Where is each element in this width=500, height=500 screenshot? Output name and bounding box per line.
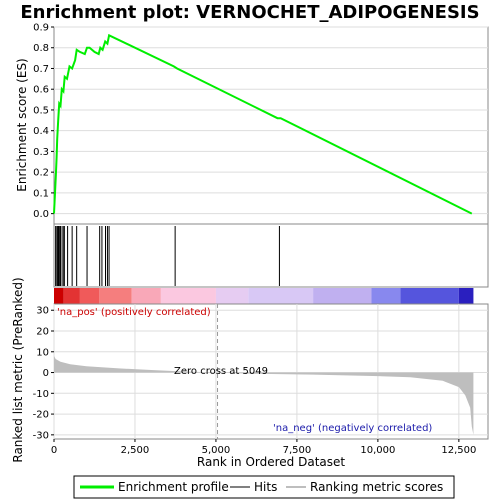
metric-tick-label: 20 (36, 327, 49, 338)
legend-box (73, 475, 455, 499)
hit-lines (55, 226, 280, 286)
color-bar-segment (400, 288, 459, 304)
metric-panel: -30 -20 -10 0 10 20 30 0 2,500 5,000 7,500 10,000 1… (11, 277, 489, 469)
ranking-metric-area (54, 355, 474, 435)
color-bar-segment (313, 288, 372, 304)
enrichment-profile-line (53, 33, 473, 215)
x-tick-label: 12,500 (441, 445, 476, 456)
color-bar-segment (371, 288, 401, 304)
color-bar-segment (248, 288, 314, 304)
x-tick-label: 5,000 (202, 445, 231, 456)
es-tick-label: 0.2 (33, 168, 49, 179)
legend-hits-label: Hits (254, 480, 277, 494)
legend: Enrichment profile Hits Ranking metric s… (73, 475, 455, 499)
color-bar-segment (131, 288, 161, 304)
color-bar-segment (160, 288, 216, 304)
es-gridlines (54, 26, 488, 215)
color-bar-segment (79, 288, 100, 304)
negative-correlation-label: 'na_neg' (negatively correlated) (273, 423, 432, 434)
es-tick-label: 0.1 (33, 188, 49, 199)
color-bar-segment (215, 288, 249, 304)
x-tick-label: 2,500 (121, 445, 150, 456)
x-tick-label: 10,000 (360, 445, 395, 456)
metric-tick-label: -30 (33, 430, 49, 441)
zero-cross-label: Zero cross at 5049 (174, 366, 268, 377)
metric-y-axis-label: Ranked list metric (PreRanked) (11, 277, 25, 462)
es-tick-label: 0.5 (33, 105, 49, 116)
metric-y-ticks: -30 -20 -10 0 10 20 30 (33, 306, 54, 441)
hits-frame (53, 223, 489, 288)
metric-gridlines (53, 304, 488, 439)
es-tick-label: 0.3 (33, 147, 49, 158)
x-axis-label: Rank in Ordered Dataset (197, 455, 345, 469)
legend-metric-label: Ranking metric scores (310, 480, 443, 494)
es-tick-label: 0.0 (33, 209, 49, 220)
positive-correlation-label: 'na_pos' (positively correlated) (57, 307, 211, 318)
ranking-color-bar (54, 288, 474, 304)
es-tick-label: 0.8 (33, 43, 49, 54)
color-bar-segment (63, 288, 80, 304)
es-y-axis-label: Enrichment score (ES) (15, 58, 29, 191)
x-axis-ticks: 0 2,500 5,000 7,500 10,000 12,500 (51, 439, 476, 456)
color-bar-segment (99, 288, 132, 304)
es-plot-frame (53, 26, 489, 225)
metric-tick-label: 0 (43, 368, 49, 379)
es-panel: 0.0 0.1 0.2 0.3 0.4 0.5 0.6 0.7 0.8 0.9 Enrichmen… (15, 23, 489, 225)
legend-enrichment-label: Enrichment profile (118, 480, 229, 494)
es-y-ticks: 0.0 0.1 0.2 0.3 0.4 0.5 0.6 0.7 0.8 0.9 (33, 23, 54, 220)
es-tick-label: 0.7 (33, 64, 49, 75)
color-bar-segment (54, 288, 64, 304)
x-tick-label: 0 (51, 445, 57, 456)
metric-tick-label: -10 (33, 389, 49, 400)
metric-tick-label: 30 (36, 306, 49, 317)
es-tick-label: 0.4 (33, 126, 49, 137)
color-bar-segment (458, 288, 474, 304)
es-tick-label: 0.6 (33, 85, 49, 96)
metric-tick-label: 10 (36, 347, 49, 358)
metric-plot-frame (53, 303, 489, 440)
x-tick-label: 7,500 (283, 445, 312, 456)
chart-title: Enrichment plot: VERNOCHET_ADIPOGENESIS (20, 2, 479, 23)
es-tick-label: 0.9 (33, 23, 49, 34)
hits-panel (53, 223, 489, 288)
metric-tick-label: -20 (33, 410, 49, 421)
